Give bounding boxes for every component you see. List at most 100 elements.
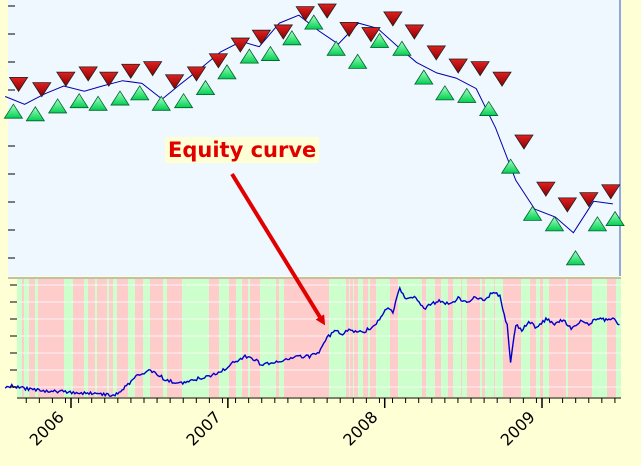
- short-regime-band: [467, 279, 473, 397]
- sell-marker: [470, 61, 490, 77]
- short-regime-band: [350, 279, 351, 397]
- short-regime-band: [503, 279, 509, 397]
- buy-marker: [326, 40, 346, 56]
- buy-marker: [457, 87, 477, 103]
- sell-markers: [8, 3, 621, 213]
- buy-marker: [217, 64, 237, 80]
- short-regime-band: [172, 279, 175, 397]
- short-regime-band: [167, 279, 172, 397]
- buy-marker: [110, 90, 130, 106]
- annotation-label: Equity curve: [165, 137, 320, 163]
- sell-marker: [230, 37, 251, 53]
- short-regime-band: [494, 279, 495, 397]
- short-regime-band: [38, 279, 44, 397]
- regime-bands: [22, 279, 616, 397]
- short-regime-band: [142, 279, 143, 397]
- short-regime-band: [137, 279, 142, 397]
- sell-marker: [383, 11, 403, 27]
- buy-marker: [260, 45, 281, 61]
- short-regime-band: [297, 279, 300, 397]
- buy-marker: [173, 92, 194, 109]
- short-regime-band: [117, 279, 122, 397]
- buy-marker: [239, 48, 260, 64]
- sell-marker: [492, 71, 512, 87]
- short-regime-band: [581, 279, 585, 397]
- sell-marker: [273, 24, 294, 40]
- buy-marker: [69, 92, 89, 109]
- short-regime-band: [175, 279, 182, 397]
- sell-marker: [295, 6, 315, 22]
- equity-y-ticks: [10, 284, 17, 388]
- short-regime-band: [75, 279, 84, 397]
- short-regime-band: [88, 279, 95, 397]
- short-regime-band: [558, 279, 562, 397]
- sell-marker: [121, 63, 141, 79]
- short-regime-band: [214, 279, 217, 397]
- short-regime-band: [73, 279, 75, 397]
- short-regime-band: [209, 279, 214, 397]
- short-regime-band: [56, 279, 62, 397]
- short-regime-band: [44, 279, 49, 397]
- short-regime-band: [549, 279, 558, 397]
- short-regime-band: [531, 279, 536, 397]
- sell-marker: [99, 71, 119, 87]
- short-regime-band: [517, 279, 521, 397]
- short-regime-band: [300, 279, 301, 397]
- buy-marker: [565, 250, 586, 266]
- sell-marker: [78, 66, 98, 82]
- sell-marker: [514, 134, 534, 150]
- buy-marker: [392, 40, 412, 56]
- short-regime-band: [49, 279, 56, 397]
- short-regime-band: [109, 279, 113, 397]
- sell-marker: [601, 184, 621, 200]
- buy-marker: [500, 158, 521, 174]
- buy-marker: [522, 205, 543, 221]
- sell-marker: [536, 181, 556, 197]
- short-regime-band: [102, 279, 107, 397]
- buy-marker: [47, 98, 68, 114]
- sell-marker: [448, 58, 468, 74]
- buy-marker: [347, 53, 368, 69]
- buy-marker: [130, 85, 150, 101]
- short-regime-band: [576, 279, 581, 397]
- sell-marker: [208, 53, 229, 69]
- short-regime-band: [292, 279, 297, 397]
- short-regime-band: [97, 279, 102, 397]
- sell-marker: [317, 3, 337, 19]
- buy-marker: [587, 216, 608, 232]
- short-regime-band: [278, 279, 279, 397]
- short-regime-band: [568, 279, 576, 397]
- short-regime-band: [312, 279, 314, 397]
- short-regime-band: [370, 279, 376, 397]
- short-regime-band: [29, 279, 35, 397]
- equity-line: [4, 285, 620, 398]
- short-regime-band: [422, 279, 426, 397]
- short-regime-band: [509, 279, 517, 397]
- short-regime-band: [607, 279, 615, 397]
- short-regime-band: [473, 279, 480, 397]
- sell-marker: [404, 24, 425, 40]
- short-regime-band: [346, 279, 349, 397]
- short-regime-band: [242, 279, 248, 397]
- short-regime-band: [351, 279, 353, 397]
- short-regime-band: [320, 279, 324, 397]
- buy-marker: [282, 30, 302, 46]
- buy-marker: [151, 95, 171, 111]
- sell-marker: [56, 71, 76, 87]
- annotation-arrow: [230, 172, 326, 326]
- short-regime-band: [390, 279, 398, 397]
- buy-marker: [414, 69, 434, 85]
- short-regime-band: [354, 279, 358, 397]
- sell-marker: [251, 29, 272, 45]
- sell-marker: [8, 76, 29, 93]
- short-regime-band: [301, 279, 304, 397]
- sell-marker: [142, 61, 163, 77]
- short-regime-band: [230, 279, 236, 397]
- short-regime-band: [159, 279, 163, 397]
- short-regime-band: [217, 279, 219, 397]
- buy-marker: [304, 14, 324, 30]
- buy-marker: [544, 216, 565, 232]
- short-regime-band: [448, 279, 453, 397]
- short-regime-band: [615, 279, 616, 397]
- buy-marker: [195, 79, 216, 95]
